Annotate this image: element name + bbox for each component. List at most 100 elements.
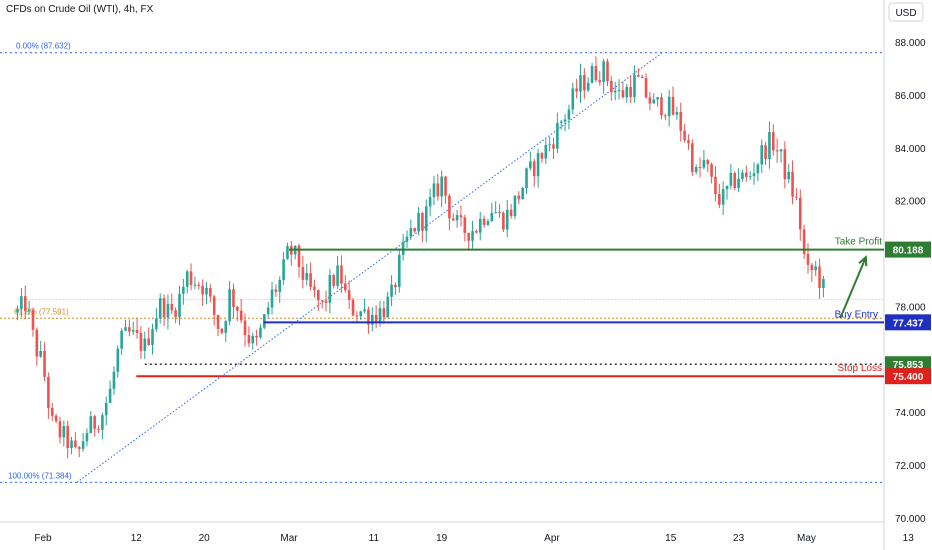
candle-body xyxy=(586,82,590,91)
candle-body xyxy=(182,286,185,294)
candle-body xyxy=(20,296,23,310)
candle-body xyxy=(81,441,85,449)
candle-body xyxy=(498,212,501,214)
candle-body xyxy=(505,209,509,230)
candle-body xyxy=(729,172,733,186)
candle-body xyxy=(432,183,436,198)
candle-body xyxy=(386,296,390,318)
candle-body xyxy=(139,332,143,351)
candle-body xyxy=(212,296,216,315)
candle-body xyxy=(675,112,679,115)
candle-body xyxy=(648,97,652,104)
candle-body xyxy=(135,330,139,333)
candle-body xyxy=(698,166,702,168)
candle-body xyxy=(155,318,158,330)
take-profit-tag-bg xyxy=(885,241,931,258)
y-tick-label: 84.000 xyxy=(895,144,926,155)
x-tick-label: 20 xyxy=(199,533,211,544)
x-tick-label: 11 xyxy=(369,533,380,544)
take-profit-label: Take Profit xyxy=(835,237,882,248)
candle-body xyxy=(475,231,478,233)
candle-body xyxy=(822,279,825,288)
candle-body xyxy=(31,309,35,330)
candle-body xyxy=(158,298,162,319)
x-tick-label: 19 xyxy=(436,533,448,544)
candle-body xyxy=(50,407,54,416)
candle-body xyxy=(309,273,312,287)
candle-body xyxy=(660,97,663,116)
candle-body xyxy=(667,96,671,116)
candle-body xyxy=(598,80,602,83)
candle-body xyxy=(806,253,810,265)
candle-body xyxy=(255,335,258,338)
candle-body xyxy=(301,267,305,280)
candle-body xyxy=(378,308,382,324)
candle-body xyxy=(66,426,69,449)
candle-body xyxy=(671,96,675,115)
candle-body xyxy=(297,245,301,268)
candle-body xyxy=(771,132,775,151)
candle-body xyxy=(370,314,374,325)
candle-body xyxy=(35,329,39,357)
candle-body xyxy=(417,212,420,232)
candle-body xyxy=(189,271,193,285)
candle-body xyxy=(286,245,289,260)
candle-body xyxy=(74,440,77,448)
candle-body xyxy=(436,183,440,197)
candle-body xyxy=(409,228,413,237)
candle-body xyxy=(810,264,814,271)
candle-body xyxy=(355,315,359,317)
candle-body xyxy=(336,265,339,286)
candle-body xyxy=(744,172,748,177)
candle-body xyxy=(363,309,366,312)
x-tick-label: Mar xyxy=(280,533,298,544)
candle-body xyxy=(162,298,166,318)
y-tick-label: 72.000 xyxy=(895,461,926,472)
candle-body xyxy=(397,254,401,288)
candle-body xyxy=(224,321,228,333)
candle-body xyxy=(563,119,567,122)
candle-body xyxy=(467,232,470,241)
candle-body xyxy=(170,304,174,311)
candle-body xyxy=(112,371,116,389)
candle-body xyxy=(347,290,351,300)
candle-body xyxy=(428,197,432,207)
candle-body xyxy=(552,144,555,149)
candle-body xyxy=(575,88,578,92)
candle-body xyxy=(610,80,613,93)
candle-body xyxy=(27,309,31,311)
candle-body xyxy=(640,76,644,78)
candle-body xyxy=(351,299,355,316)
candle-body xyxy=(748,176,752,178)
candle-body xyxy=(679,112,683,131)
candle-body xyxy=(737,178,740,188)
candle-body xyxy=(567,109,571,120)
candle-body xyxy=(166,304,170,318)
stop-loss-tag-bg xyxy=(885,368,931,385)
candle-body xyxy=(544,145,548,159)
candle-body xyxy=(710,164,713,177)
candle-body xyxy=(313,286,316,291)
candle-body xyxy=(525,168,528,189)
candle-body xyxy=(756,164,760,174)
candle-body xyxy=(540,153,544,159)
candle-body xyxy=(174,310,177,318)
candle-body xyxy=(764,145,767,160)
symbol-title: CFDs on Crude Oil (WTI), 4h, FX xyxy=(6,4,154,15)
projection-arrow-shaft xyxy=(839,256,867,319)
candle-body xyxy=(108,388,112,403)
candle-body xyxy=(343,283,347,291)
candle-body xyxy=(706,160,710,165)
fib-label-0: 0.00% (87.632) xyxy=(16,42,71,51)
y-tick-label: 88.000 xyxy=(895,38,926,49)
candle-body xyxy=(405,236,409,242)
candle-body xyxy=(795,196,798,198)
candle-body xyxy=(209,288,212,297)
candle-body xyxy=(556,122,559,149)
candle-body xyxy=(579,75,582,92)
candle-body xyxy=(131,330,135,332)
currency-button[interactable] xyxy=(888,2,924,22)
y-tick-label: 82.000 xyxy=(895,197,926,208)
candle-body xyxy=(282,259,285,281)
